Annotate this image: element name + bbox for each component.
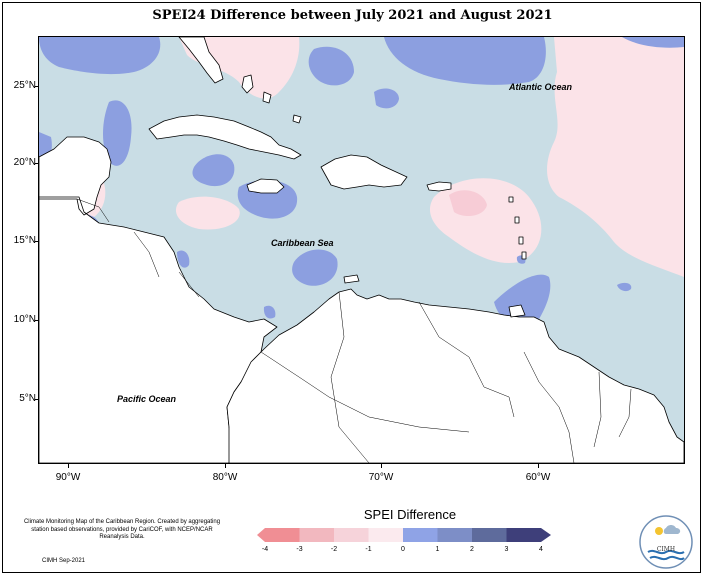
legend-colorbar (257, 528, 551, 542)
cuba (148, 114, 302, 160)
lat-tick-5n: 5°N (19, 393, 36, 404)
legend-cell (368, 528, 403, 542)
legend-label: -4 (261, 546, 269, 553)
legend-label: 4 (539, 546, 543, 553)
lon-tick-mark-90w (68, 464, 69, 468)
legend-cell (403, 528, 438, 542)
legend-label: -3 (296, 546, 303, 553)
pacific-ocean-label: Pacific Ocean (117, 394, 177, 404)
cimh-logo-text: CIMH (656, 546, 676, 553)
lat-tick-10n: 10°N (13, 314, 36, 325)
legend-cell (299, 528, 334, 542)
sun-icon (655, 527, 663, 535)
map-svg (39, 37, 684, 463)
lat-tick-25n: 25°N (13, 80, 36, 91)
map-title: SPEI24 Difference between July 2021 and … (152, 8, 553, 23)
lon-tick-mark-80w (225, 464, 226, 468)
legend-label: 0 (401, 546, 405, 553)
legend-label: 2 (470, 546, 474, 553)
florida (178, 37, 224, 84)
lesser-antilles-4 (521, 251, 527, 260)
hispaniola (320, 154, 408, 190)
lat-tick-mark-25n (35, 86, 39, 87)
bahamas-3 (292, 114, 302, 124)
credit-text: Climate Monitoring Map of the Caribbean … (23, 519, 221, 540)
legend-cell (472, 528, 507, 542)
legend-title: SPEI Difference (363, 507, 457, 522)
lon-tick-70w: 70°W (368, 472, 394, 483)
legend-label: -2 (330, 546, 338, 553)
jamaica (246, 178, 285, 194)
bahamas-1 (241, 74, 254, 94)
lat-tick-15n: 15°N (13, 235, 36, 246)
wave-icon (647, 549, 685, 555)
trinidad (508, 304, 526, 318)
bahamas-2 (262, 91, 272, 104)
country-borders (76, 198, 632, 463)
lon-tick-mark-70w (381, 464, 382, 468)
lesser-antilles-1 (508, 196, 514, 203)
legend-arrow-right (541, 528, 551, 542)
cloud-icon (663, 525, 681, 534)
lon-tick-60w: 60°W (525, 472, 551, 483)
legend-label: 1 (435, 546, 440, 553)
lesser-antilles-2 (514, 216, 520, 224)
map-panel: Atlantic Ocean Caribbean Sea Pacific Oce… (38, 36, 685, 464)
lat-tick-mark-10n (35, 320, 39, 321)
lon-tick-80w: 80°W (212, 472, 238, 483)
legend-cells (257, 528, 551, 542)
cimh-logo (639, 515, 693, 569)
legend-cell (265, 528, 300, 542)
south-america (226, 288, 684, 463)
legend-cell (334, 528, 369, 542)
lon-tick-mark-60w (538, 464, 539, 468)
venezuela-islands (343, 274, 360, 284)
caribbean-sea-label: Caribbean Sea (271, 238, 334, 248)
puerto-rico (426, 181, 452, 192)
legend-label: 3 (504, 546, 509, 553)
credit-footer: CIMH Sep-2021 (42, 558, 86, 564)
lat-tick-mark-15n (35, 241, 39, 242)
lat-tick-mark-20n (35, 163, 39, 164)
lat-tick-mark-5n (35, 399, 39, 400)
lat-tick-20n: 20°N (13, 157, 36, 168)
positive-anomalies (39, 37, 684, 427)
atlantic-ocean-label: Atlantic Ocean (509, 82, 573, 92)
legend-cell (437, 528, 472, 542)
land (39, 37, 684, 463)
lesser-antilles-3 (518, 236, 524, 245)
legend-arrow-left (257, 528, 265, 542)
lon-tick-90w: 90°W (55, 472, 81, 483)
legend-cell (506, 528, 541, 542)
legend-label: -1 (365, 546, 372, 553)
